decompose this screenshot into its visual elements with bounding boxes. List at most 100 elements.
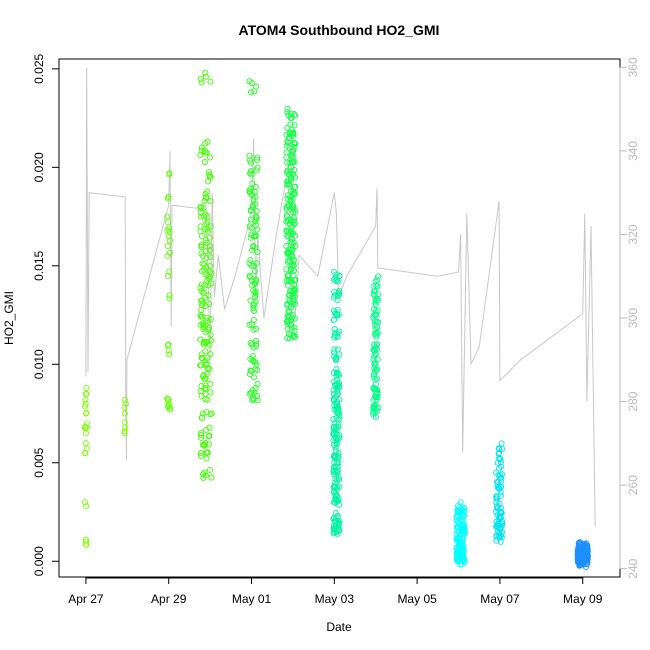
data-point [206, 432, 213, 439]
data-point [246, 260, 253, 267]
data-point [286, 221, 293, 228]
data-point [165, 233, 172, 240]
data-point [334, 390, 342, 397]
data-point [251, 294, 258, 301]
data-point [247, 207, 254, 214]
data-point [291, 276, 298, 284]
data-point [284, 192, 292, 199]
data-point [166, 268, 173, 275]
data-point [254, 156, 261, 163]
data-point [331, 346, 338, 353]
data-point [164, 213, 171, 220]
data-point [250, 396, 257, 403]
data-point [206, 324, 213, 331]
y2-tick-label: 360 [626, 57, 640, 77]
y-axis-label: HO2_GMI [2, 291, 16, 345]
data-point [373, 396, 380, 403]
x-tick-label: May 09 [563, 592, 603, 606]
data-point [284, 334, 291, 342]
data-point [582, 563, 590, 571]
data-point [202, 396, 209, 403]
data-point [197, 336, 204, 343]
data-point [82, 403, 89, 410]
data-point [331, 326, 338, 333]
data-point [197, 75, 204, 82]
y-tick-label: 0.005 [32, 447, 46, 477]
data-point [201, 159, 208, 166]
data-point [83, 424, 91, 432]
data-point [291, 144, 298, 151]
data-point [335, 527, 342, 534]
data-point [290, 221, 297, 228]
data-point [461, 522, 468, 529]
data-point [164, 395, 171, 402]
data-point [371, 368, 379, 375]
data-point [495, 532, 502, 540]
data-point [332, 463, 339, 470]
data-point [493, 523, 500, 530]
data-point [333, 409, 340, 416]
data-point [372, 299, 379, 306]
data-point [283, 142, 290, 149]
data-point [335, 452, 342, 459]
data-point [285, 307, 292, 315]
data-point [197, 228, 204, 235]
data-point [498, 534, 505, 541]
data-point [291, 174, 299, 181]
data-point [121, 404, 128, 411]
data-point [372, 297, 379, 304]
data-point [372, 406, 379, 413]
y2-tick-label: 260 [626, 475, 640, 495]
data-point [583, 554, 590, 561]
data-point [83, 503, 90, 510]
data-point [246, 321, 253, 328]
data-point [284, 258, 291, 265]
data-point [290, 209, 297, 216]
data-point [248, 368, 255, 375]
data-point [454, 527, 461, 534]
data-point [289, 158, 296, 166]
data-point [336, 396, 343, 403]
data-point [166, 228, 173, 236]
data-point [456, 508, 463, 515]
data-point [332, 523, 339, 530]
data-point [206, 365, 213, 372]
data-point [251, 244, 258, 251]
data-point [334, 330, 341, 337]
data-point [287, 177, 295, 184]
data-point [198, 287, 205, 295]
data-point [333, 354, 340, 361]
data-point [498, 471, 505, 478]
data-point [575, 539, 583, 546]
data-point [461, 556, 468, 563]
data-point [121, 410, 128, 417]
data-point [455, 520, 462, 528]
data-point [575, 558, 582, 566]
data-point [334, 292, 341, 300]
data-point [197, 209, 204, 216]
data-point [247, 89, 255, 96]
data-point [198, 351, 205, 358]
y2-tick-label: 320 [626, 224, 640, 244]
data-point [166, 171, 173, 178]
data-point [199, 410, 206, 417]
data-point [495, 445, 502, 452]
data-point [198, 250, 205, 257]
data-point [374, 276, 381, 283]
data-point [254, 380, 261, 388]
data-point [252, 222, 259, 229]
data-point [285, 250, 292, 257]
data-point [288, 114, 295, 122]
data-point [370, 314, 377, 321]
data-point [333, 271, 340, 278]
data-point [206, 234, 213, 241]
data-point [290, 217, 298, 224]
data-point [582, 558, 589, 565]
data-point [498, 478, 505, 485]
data-point [203, 455, 210, 462]
data-point [251, 268, 259, 275]
data-point [332, 444, 339, 451]
data-point [456, 507, 463, 514]
